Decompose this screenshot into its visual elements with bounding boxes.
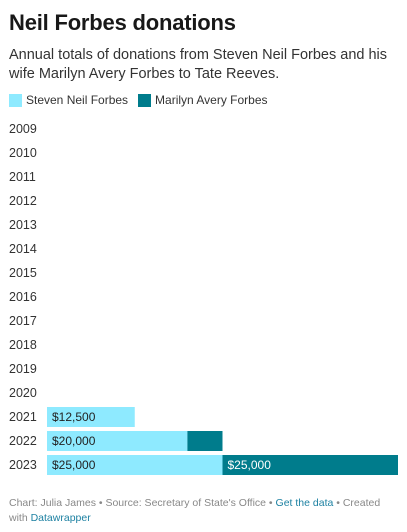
legend-item-marilyn: Marilyn Avery Forbes [138,93,268,107]
category-label: 2019 [9,362,37,376]
legend-label-steven: Steven Neil Forbes [26,93,129,107]
bar-value-label: $25,000 [52,458,96,472]
category-label: 2014 [9,242,37,256]
datawrapper-link[interactable]: Datawrapper [30,512,91,524]
category-label: 2020 [9,386,37,400]
category-label: 2013 [9,218,37,232]
get-the-data-link[interactable]: Get the data [275,497,334,509]
bar-value-label: $25,000 [228,458,272,472]
category-label: 2010 [9,146,37,160]
category-label: 2016 [9,290,37,304]
category-label: 2021 [9,410,37,424]
legend-swatch-steven [9,93,22,107]
category-label: 2009 [9,122,37,136]
bar-segment-marilyn [222,455,398,475]
chart-footer: Chart: Julia James • Source: Secretary o… [9,496,401,526]
bar-segment-steven [47,455,223,475]
category-label: 2018 [9,338,37,352]
category-label: 2015 [9,266,37,280]
chart-title: Neil Forbes donations [9,10,236,35]
category-label: 2023 [9,458,37,472]
legend: Steven Neil Forbes Marilyn Avery Forbes [9,93,278,107]
bar-segment-marilyn [187,431,223,451]
category-label: 2011 [9,170,36,184]
bar-chart: 2009 2010 2011 2012 2013 2014 2015 2016 2017 2018… [9,122,398,475]
category-label: 2012 [9,194,37,208]
legend-label-marilyn: Marilyn Avery Forbes [155,93,268,107]
footer-created: • Created with [9,497,381,524]
category-label: 2022 [9,434,37,448]
bar-segment-steven [47,407,135,427]
legend-swatch-marilyn [138,93,152,107]
bar-segment-steven [47,431,188,451]
chart-subtitle: Annual totals of donations from Steven N… [9,47,388,82]
legend-item-steven: Steven Neil Forbes [9,93,128,107]
category-label: 2017 [9,314,37,328]
bar-value-label: $20,000 [52,434,96,448]
footer-credit: Chart: Julia James • Source: Secretary o… [9,497,276,509]
bar-value-label: $12,500 [52,410,96,424]
